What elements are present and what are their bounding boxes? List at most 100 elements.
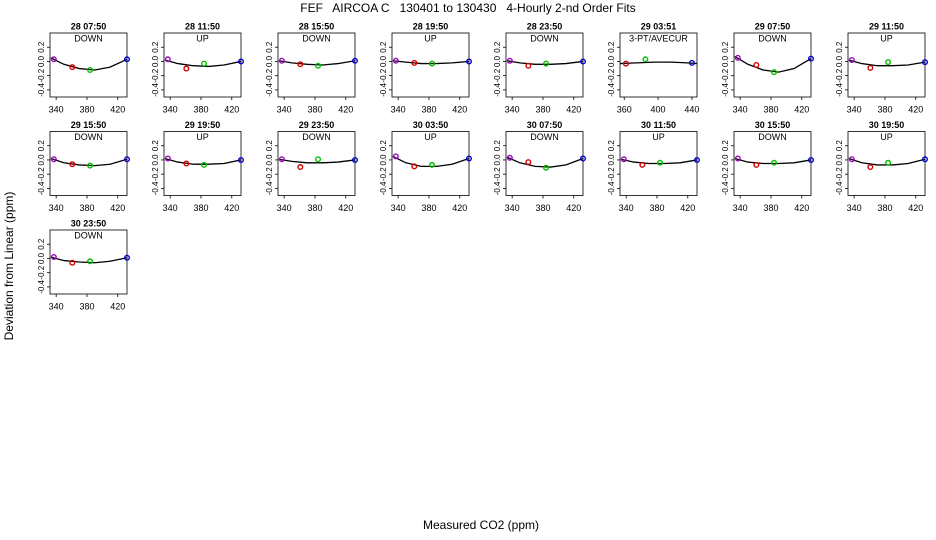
panel-subtitle: UP: [880, 132, 893, 142]
fit-curve: [164, 157, 242, 165]
y-tick-label: 0.2: [493, 41, 502, 53]
data-point: [657, 159, 664, 166]
y-tick-label: 0.2: [265, 41, 274, 53]
data-point: [164, 155, 171, 162]
data-point: [580, 155, 587, 162]
x-tick-label: 420: [908, 104, 923, 114]
fit-curve: [278, 158, 356, 164]
plot-frame: [391, 131, 470, 196]
y-tick-label: -0.2: [721, 167, 730, 181]
panel-subtitle: 3-PT/AVECUR: [629, 33, 688, 43]
fit-curve: [734, 157, 812, 165]
x-tick-label: 340: [49, 301, 64, 311]
data-point: [639, 161, 646, 168]
y-tick-label: 0.0: [607, 55, 616, 67]
data-point: [183, 160, 190, 167]
x-tick-label: 340: [391, 203, 406, 213]
fit-curve: [848, 59, 926, 67]
x-tick-label: 380: [421, 104, 436, 114]
x-tick-label: 380: [307, 203, 322, 213]
data-point: [297, 61, 304, 68]
x-tick-label: 380: [307, 104, 322, 114]
panel-subtitle: DOWN: [302, 132, 331, 142]
data-point: [466, 155, 473, 162]
y-tick-label: -0.4: [493, 181, 502, 195]
y-tick-label: 0.2: [151, 41, 160, 53]
x-tick-label: 420: [224, 203, 239, 213]
panel-title: 28 23:50: [527, 21, 563, 31]
data-point: [753, 161, 760, 168]
x-tick-label: 440: [684, 104, 699, 114]
y-tick-label: -0.2: [493, 68, 502, 82]
y-tick-label: -0.4: [37, 279, 46, 293]
y-tick-label: -0.2: [37, 265, 46, 279]
y-tick-label: -0.4: [607, 82, 616, 96]
x-tick-label: 340: [391, 104, 406, 114]
plot-frame: [391, 32, 470, 98]
y-tick-label: 0.2: [379, 140, 388, 152]
panel-subtitle: DOWN: [758, 132, 787, 142]
y-tick-label: 0.0: [835, 55, 844, 67]
y-tick-label: 0.0: [721, 154, 730, 166]
y-tick-label: 0.0: [37, 252, 46, 264]
x-tick-label: 380: [877, 203, 892, 213]
fit-curve: [50, 157, 128, 167]
y-tick-label: -0.2: [151, 68, 160, 82]
fit-curve: [848, 157, 926, 166]
y-tick-label: -0.4: [379, 181, 388, 195]
y-tick-label: -0.4: [493, 82, 502, 96]
data-point: [885, 159, 892, 166]
data-point: [87, 162, 94, 169]
data-point: [580, 58, 587, 65]
data-point: [164, 56, 171, 63]
x-tick-label: 420: [566, 203, 581, 213]
x-tick-label: 380: [421, 203, 436, 213]
data-point: [69, 259, 76, 266]
panel-title: 29 11:50: [869, 21, 904, 31]
y-axis-title: Deviation from Linear (ppm): [2, 192, 16, 341]
y-tick-label: -0.2: [37, 167, 46, 181]
panel-subtitle: UP: [424, 132, 437, 142]
y-tick-label: -0.4: [379, 82, 388, 96]
panel-title: 30 19:50: [869, 120, 905, 130]
fit-curve: [50, 57, 128, 71]
y-tick-label: 0.2: [607, 41, 616, 53]
y-tick-label: 0.2: [151, 140, 160, 152]
y-tick-label: 0.0: [37, 154, 46, 166]
data-point: [237, 58, 244, 65]
x-tick-label: 420: [110, 301, 125, 311]
data-point: [867, 64, 874, 71]
y-tick-label: -0.4: [607, 181, 616, 195]
data-point: [315, 156, 322, 163]
fit-curve: [164, 59, 242, 68]
data-point: [694, 156, 701, 163]
data-point: [922, 59, 929, 66]
y-tick-label: 0.2: [721, 140, 730, 152]
y-tick-label: 0.2: [835, 41, 844, 53]
data-point: [278, 57, 285, 64]
x-tick-label: 340: [847, 203, 862, 213]
y-tick-label: -0.2: [151, 167, 160, 181]
data-point: [50, 156, 57, 163]
y-tick-label: -0.4: [835, 82, 844, 96]
data-point: [201, 60, 208, 67]
data-point: [87, 66, 94, 73]
x-tick-label: 380: [877, 104, 892, 114]
data-point: [466, 58, 473, 65]
plot-frame: [733, 32, 812, 98]
panel-title: 28 15:50: [299, 21, 335, 31]
y-tick-label: 0.2: [37, 140, 46, 152]
x-tick-label: 340: [847, 104, 862, 114]
panel-subtitle: DOWN: [758, 33, 787, 43]
data-point: [352, 57, 359, 64]
plot-frame: [49, 131, 128, 196]
y-tick-label: 0.0: [379, 55, 388, 67]
y-tick-label: -0.4: [835, 181, 844, 195]
data-point: [808, 156, 815, 163]
